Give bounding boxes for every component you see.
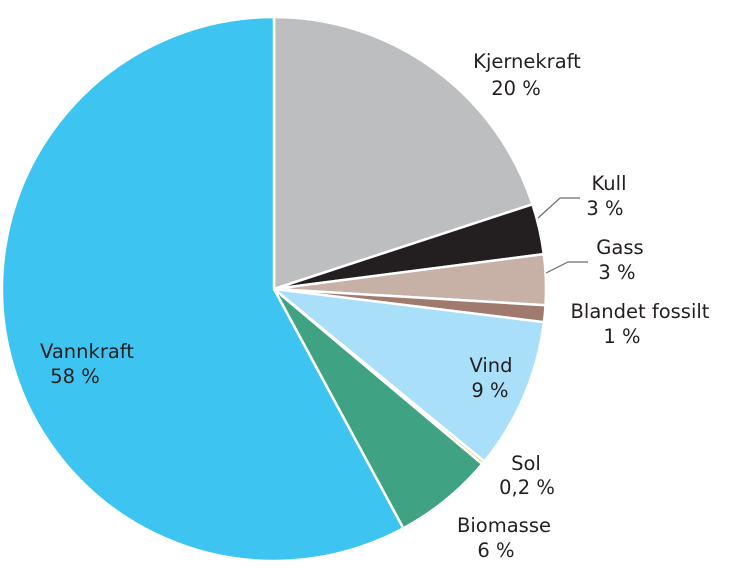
leader-lines (537, 197, 588, 274)
label-blandet-fossilt-name: Blandet fossilt (571, 300, 710, 323)
label-vind-name: Vind (469, 354, 512, 377)
label-kjernekraft-value: 20 % (491, 77, 541, 100)
label-biomasse-value: 6 % (477, 539, 514, 562)
leader-line-gass (545, 261, 588, 274)
label-kull-value: 3 % (586, 197, 623, 220)
label-kull-name: Kull (591, 172, 626, 195)
label-vind-value: 9 % (471, 379, 508, 402)
label-biomasse-name: Biomasse (457, 514, 551, 537)
label-sol-value: 0,2 % (499, 476, 555, 499)
label-kjernekraft-name: Kjernekraft (473, 50, 581, 73)
pie-slices (0, 15, 548, 563)
label-sol-name: Sol (511, 452, 541, 475)
label-blandet-fossilt-value: 1 % (603, 325, 640, 348)
label-gass-value: 3 % (598, 261, 635, 284)
label-vannkraft-name: Vannkraft (40, 340, 134, 363)
leader-line-kull (537, 197, 580, 219)
pie-slice-vannkraft (0, 15, 405, 563)
slice-labels: Kjernekraft 20 % Kull 3 % Gass 3 % Bland… (40, 50, 710, 562)
pie-slice-vind (272, 287, 546, 463)
label-vannkraft-value: 58 % (50, 365, 100, 388)
label-gass-name: Gass (596, 236, 643, 259)
pie-slice-kjernekraft (272, 15, 534, 291)
